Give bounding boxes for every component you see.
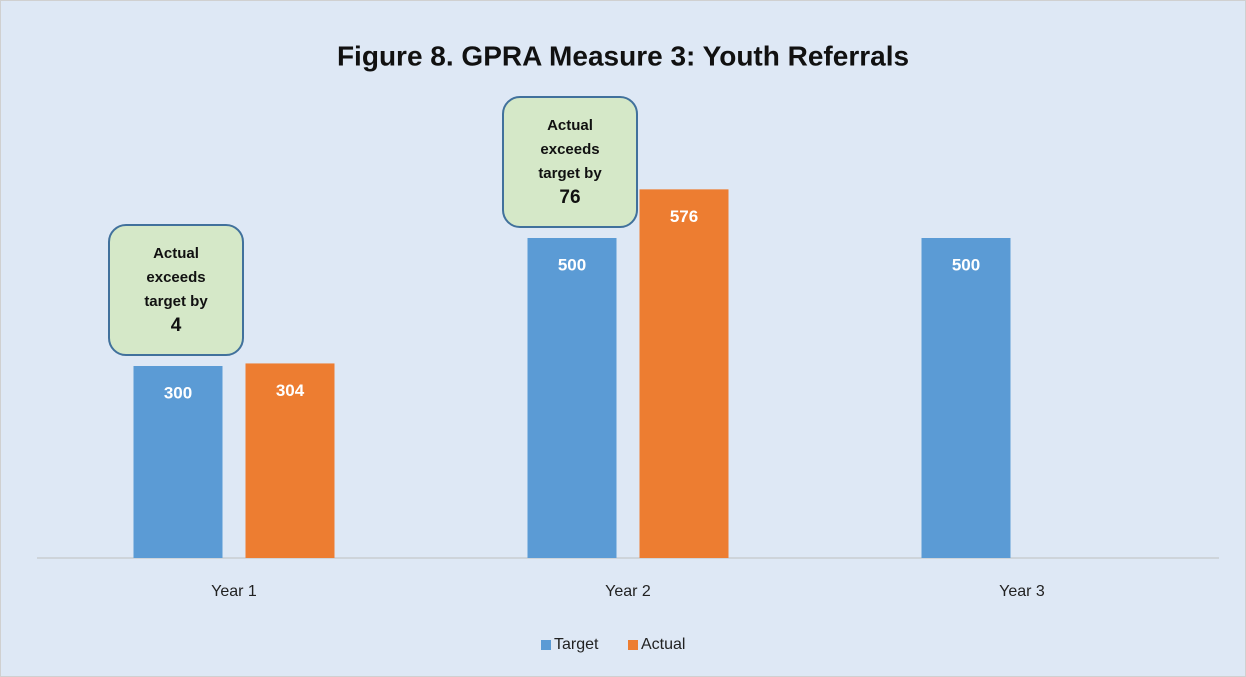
callout-text: Actual exceeds target by [144,245,208,310]
bar [639,189,729,559]
bar [133,366,223,558]
data-label: 500 [558,255,586,274]
x-tick-label: Year 2 [605,583,651,600]
data-label: 304 [276,381,305,400]
callout: Actual exceeds target by 76 [502,96,638,228]
legend-label: Actual [641,636,685,653]
legend-swatch [541,640,551,650]
x-tick-label: Year 3 [999,583,1045,600]
data-label: 300 [164,383,192,402]
callout: Actual exceeds target by 4 [108,224,244,356]
callout-value: 4 [170,315,182,336]
x-tick-label: Year 1 [211,583,257,600]
bar [527,238,617,558]
legend-swatch [628,640,638,650]
chart-title: Figure 8. GPRA Measure 3: Youth Referral… [337,40,909,71]
data-label: 576 [670,207,698,226]
legend-label: Target [554,636,599,653]
data-label: 500 [952,255,980,274]
callout-text: Actual exceeds target by [538,117,602,182]
bar [245,363,335,558]
bar [921,238,1011,558]
callout-value: 76 [559,187,581,208]
